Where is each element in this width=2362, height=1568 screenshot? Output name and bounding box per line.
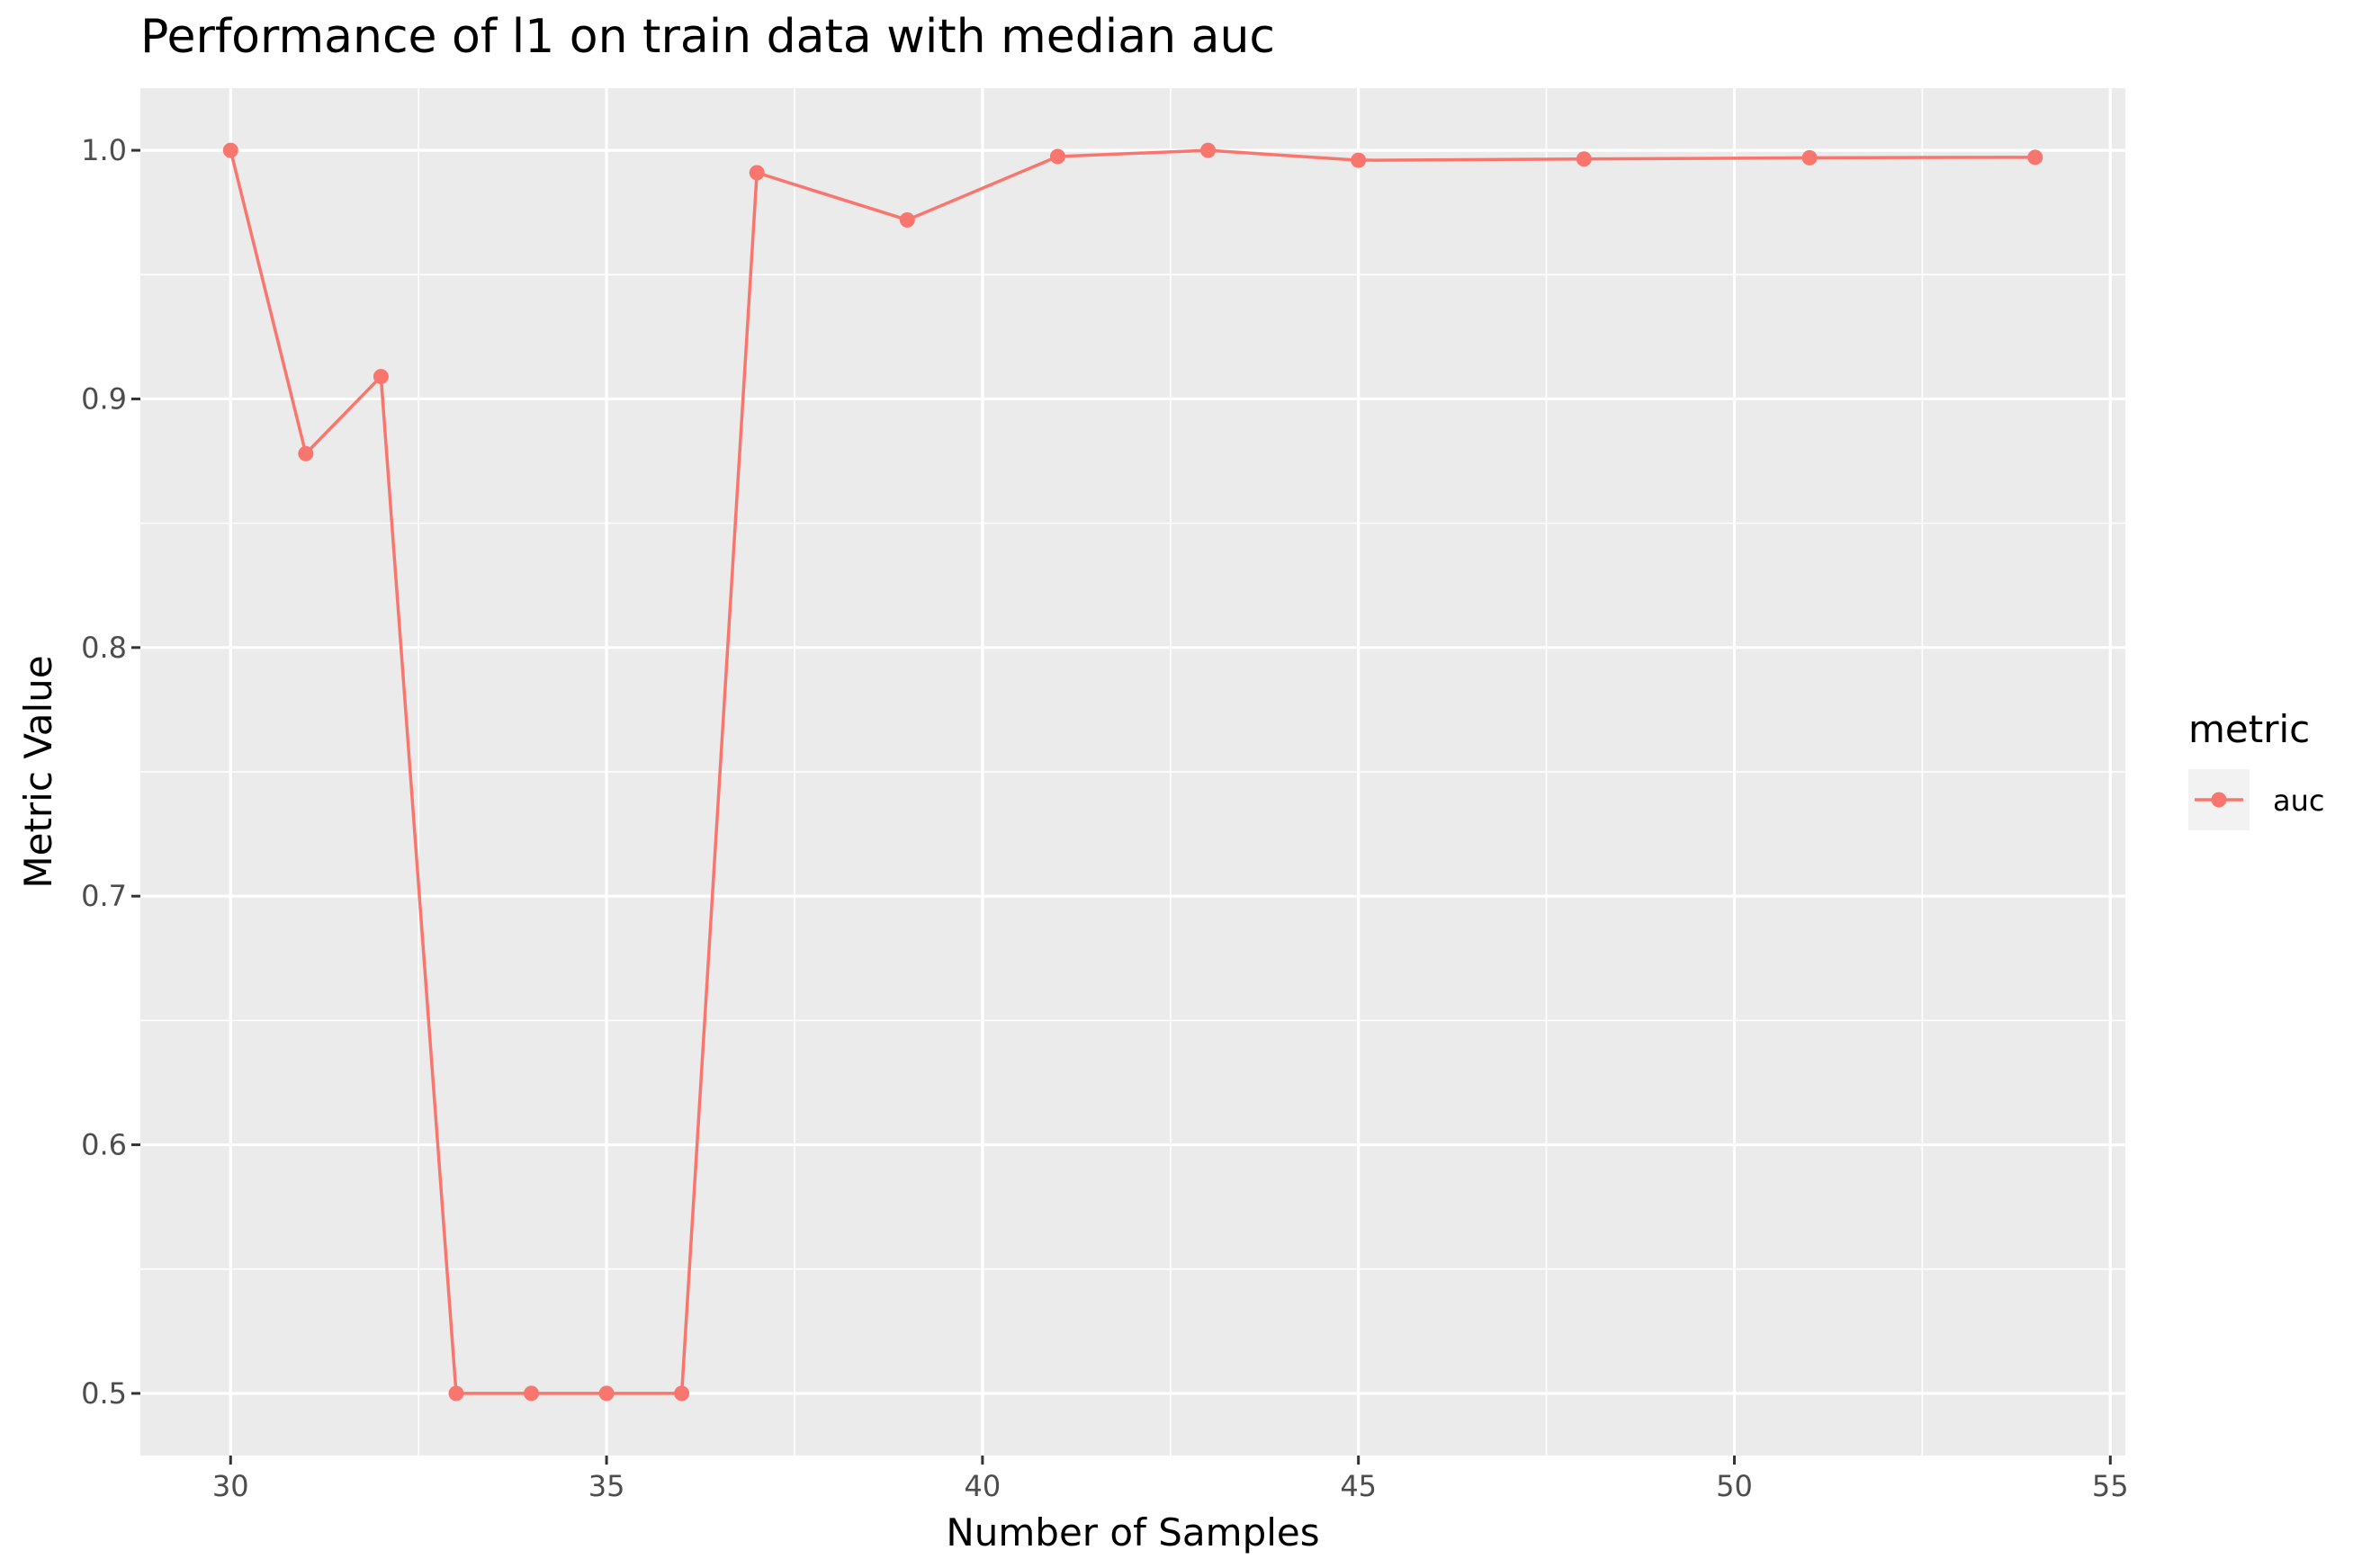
data-point [1351, 152, 1367, 168]
data-point [2027, 149, 2043, 166]
series-layer [222, 142, 2043, 1402]
data-point [1801, 149, 1818, 166]
data-point [899, 211, 915, 228]
data-point [373, 369, 389, 385]
legend-title: metric [2188, 707, 2310, 751]
chart-title: Performance of l1 on train data with med… [140, 10, 1275, 64]
data-point [448, 1385, 464, 1402]
y-axis: 0.5 0.6 0.7 0.8 0.9 1.0 [81, 133, 140, 1411]
minor-gridlines [140, 88, 2125, 1456]
y-tick-label: 0.7 [81, 879, 127, 913]
x-tick-label: 45 [1340, 1469, 1377, 1503]
data-point [298, 445, 314, 461]
data-point [749, 165, 765, 181]
y-tick-label: 0.5 [81, 1376, 127, 1411]
y-tick-label: 1.0 [81, 133, 127, 167]
y-tick-label: 0.9 [81, 381, 127, 416]
data-point [1049, 148, 1065, 165]
x-axis: 30 35 40 45 50 55 [212, 1456, 2129, 1503]
x-axis-title: Number of Samples [946, 1510, 1319, 1555]
y-tick-label: 0.6 [81, 1128, 127, 1162]
x-tick-label: 50 [1716, 1469, 1753, 1503]
data-point [598, 1385, 615, 1402]
data-point [674, 1385, 690, 1402]
data-point [1200, 142, 1217, 158]
data-point [1576, 151, 1592, 167]
x-tick-label: 30 [212, 1469, 249, 1503]
x-tick-label: 35 [588, 1469, 625, 1503]
legend: metric auc [2188, 707, 2324, 830]
x-tick-label: 55 [2092, 1469, 2129, 1503]
legend-label-auc: auc [2273, 784, 2324, 818]
legend-key-point [2211, 792, 2227, 808]
y-tick-label: 0.8 [81, 631, 127, 665]
x-tick-label: 40 [965, 1469, 1001, 1503]
major-gridlines [140, 88, 2125, 1456]
data-point [222, 142, 238, 158]
y-axis-title: Metric Value [16, 655, 60, 888]
data-point [524, 1385, 540, 1402]
